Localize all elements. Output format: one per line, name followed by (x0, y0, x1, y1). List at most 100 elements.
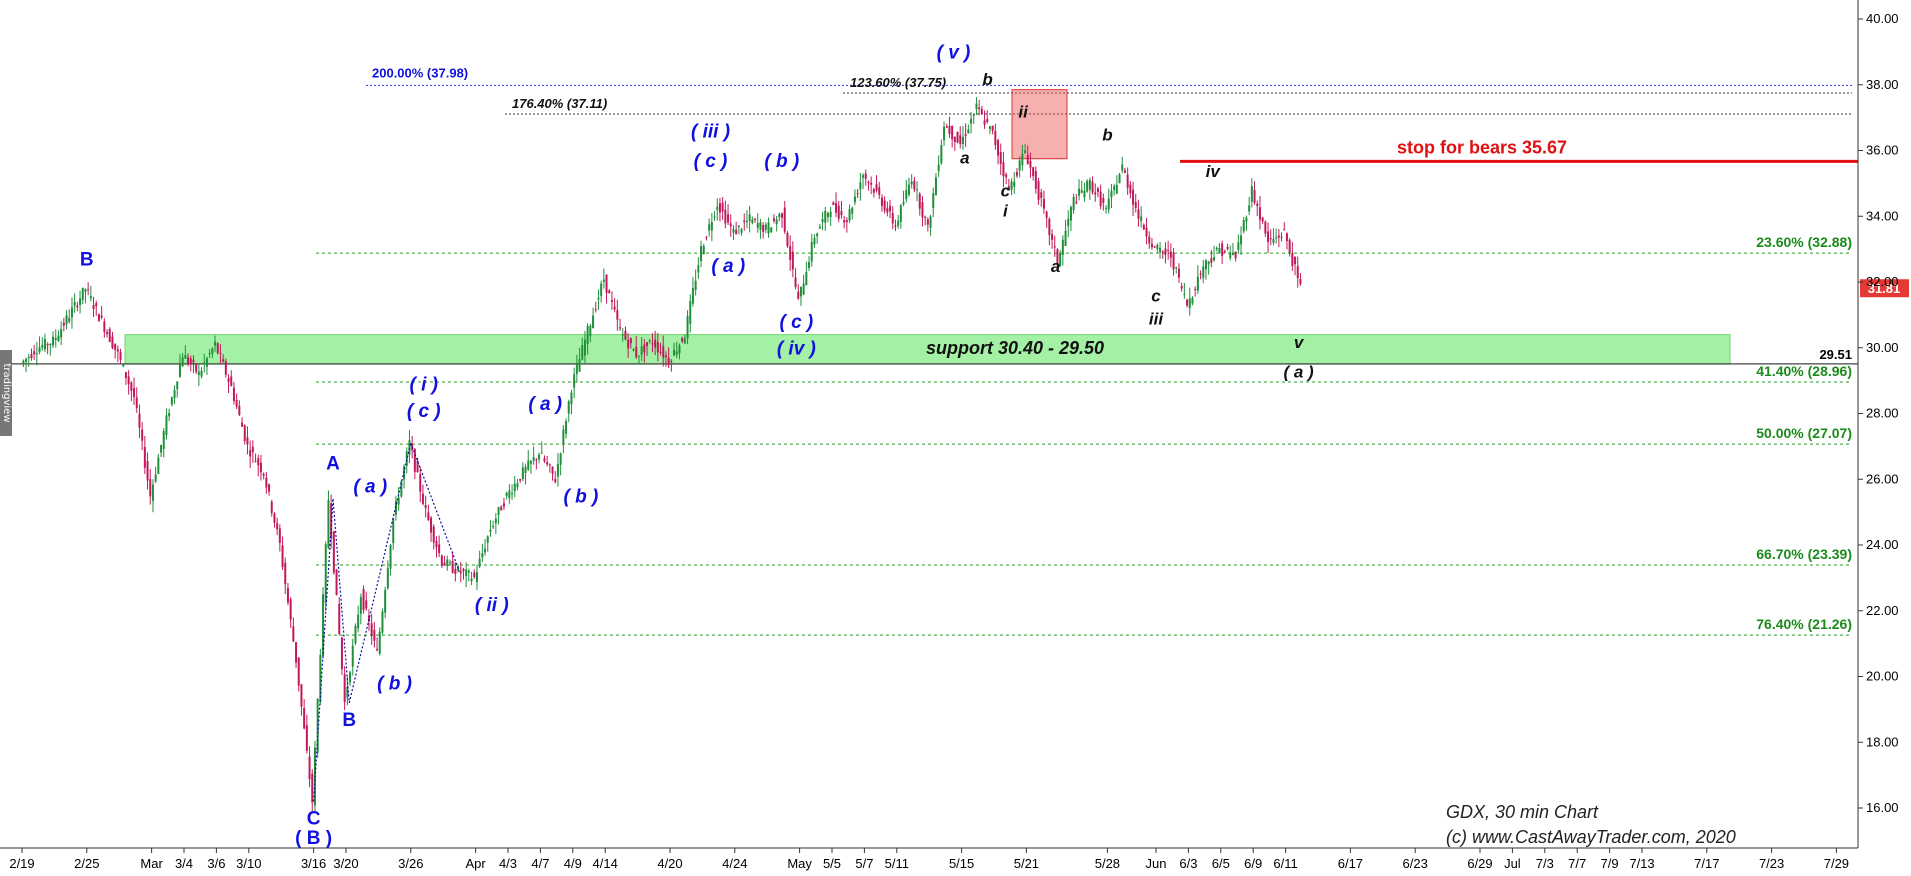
price-candle-body (359, 597, 362, 614)
price-candle-body (789, 246, 792, 260)
price-candle-body (862, 175, 865, 178)
price-candle-body (538, 454, 541, 460)
price-candle-body (635, 346, 638, 358)
price-candle-body (351, 645, 354, 667)
price-candle-body (932, 193, 935, 208)
price-candle-body (851, 207, 854, 214)
x-tick-label: 3/6 (207, 856, 225, 871)
price-candle-body (308, 756, 311, 780)
wave-label: B (342, 710, 356, 731)
wave-label: ( i ) (410, 374, 439, 395)
price-candle-body (751, 219, 754, 224)
x-tick-label: 7/29 (1824, 856, 1849, 871)
price-candle-body (1275, 237, 1278, 239)
price-candle-body (478, 558, 481, 567)
price-candle-body (864, 173, 867, 179)
price-candle-body (632, 349, 635, 351)
price-candle-body (270, 501, 273, 513)
price-candle-body (1215, 247, 1218, 250)
price-candle-body (448, 562, 451, 564)
price-candle-body (735, 229, 738, 235)
price-candle-body (259, 462, 262, 473)
price-candle-body (1180, 286, 1183, 289)
price-candle-body (621, 334, 624, 336)
price-candle-body (897, 220, 900, 226)
price-candle-body (1129, 184, 1132, 194)
price-candle-body (1188, 298, 1191, 309)
price-candle-body (462, 568, 465, 572)
fib-level-label: 50.00% (27.07) (1756, 425, 1852, 441)
price-candle-body (1150, 243, 1153, 248)
price-candle-body (926, 219, 929, 225)
price-candle-body (1267, 231, 1270, 242)
price-candle-body (1159, 247, 1162, 253)
price-candle-body (597, 297, 600, 300)
price-candle-body (791, 251, 794, 270)
price-candle-body (808, 261, 811, 268)
price-candle-body (149, 479, 152, 497)
price-candle-body (133, 388, 136, 398)
price-candle-body (451, 560, 454, 573)
price-candle-body (340, 637, 343, 670)
price-candle-body (880, 197, 883, 206)
price-candle-body (459, 571, 462, 574)
price-candle-body (686, 316, 689, 339)
price-candle-body (286, 587, 289, 603)
wave-label: iv (1206, 162, 1222, 181)
price-candle-body (637, 355, 640, 357)
wave-label: a (1051, 257, 1060, 276)
price-candle-body (1134, 202, 1137, 208)
price-candle-body (497, 507, 500, 515)
price-candle-body (1140, 216, 1143, 221)
price-candle-body (986, 119, 989, 122)
price-candle-body (678, 345, 681, 354)
price-candle-body (392, 518, 395, 544)
price-candle-body (886, 208, 889, 213)
price-candle-body (743, 220, 746, 223)
price-candle-body (1272, 239, 1275, 243)
price-candle-body (492, 525, 495, 528)
price-candle-body (1002, 162, 1005, 177)
price-candle-body (586, 325, 589, 345)
price-candle-body (1018, 160, 1021, 171)
x-tick-label: 6/23 (1403, 856, 1428, 871)
price-candle-body (162, 430, 165, 449)
wave-label: ( c ) (694, 151, 728, 172)
price-candle-body (1288, 239, 1291, 253)
price-candle-body (346, 686, 349, 698)
price-candle-body (918, 193, 921, 209)
price-candle-body (500, 506, 503, 511)
price-candle-body (648, 340, 651, 342)
price-candle-body (276, 523, 279, 530)
x-tick-label: 6/29 (1467, 856, 1492, 871)
price-candle-body (38, 347, 41, 353)
price-candle-body (354, 625, 357, 644)
price-candle-body (772, 218, 775, 221)
price-candle-body (970, 118, 973, 124)
price-candle-body (999, 152, 1002, 164)
price-candle-body (905, 189, 908, 200)
price-candle-body (826, 213, 829, 218)
wave-label: ( ii ) (475, 595, 509, 616)
price-candle-body (297, 657, 300, 686)
price-candle-body (732, 229, 735, 233)
price-candle-body (435, 541, 438, 548)
price-candle-body (343, 674, 346, 703)
price-candle-body (961, 137, 964, 144)
x-tick-label: 6/11 (1273, 856, 1297, 871)
price-candle-body (1145, 227, 1148, 237)
x-tick-label: 6/17 (1338, 856, 1363, 871)
price-candle-body (25, 358, 28, 363)
x-tick-label: Jun (1146, 856, 1167, 871)
price-candle-body (1167, 249, 1170, 251)
price-candle-body (416, 460, 419, 473)
price-candle-body (251, 446, 254, 453)
price-candle-body (181, 357, 184, 367)
x-tick-label: 5/7 (855, 856, 873, 871)
price-candle-body (1067, 218, 1070, 227)
x-tick-label: 6/5 (1212, 856, 1230, 871)
price-candle-body (829, 211, 832, 217)
price-candle-body (745, 220, 748, 223)
y-tick-label: 28.00 (1866, 406, 1899, 421)
price-candle-body (214, 341, 217, 346)
